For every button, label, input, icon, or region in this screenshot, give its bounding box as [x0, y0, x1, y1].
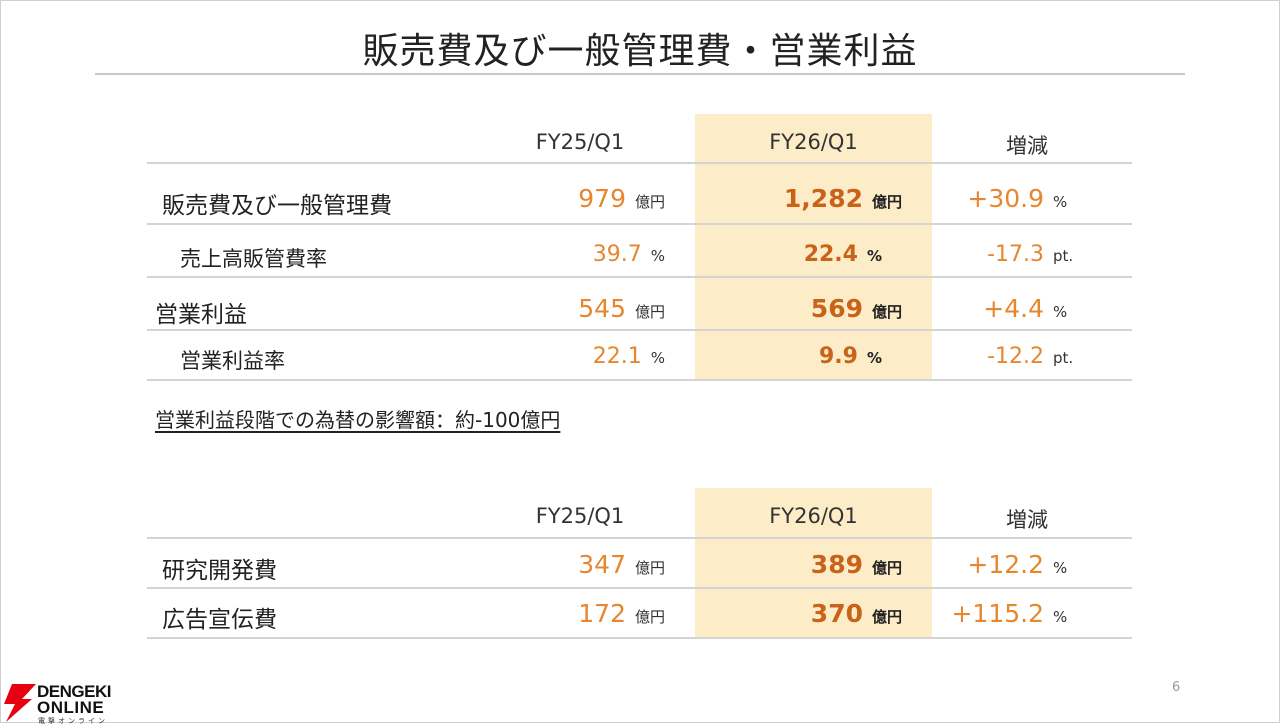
prev-cell: 545 億円: [578, 294, 665, 323]
row-divider: [147, 162, 1132, 164]
prev-value: 979: [578, 184, 626, 213]
change-value: +115.2: [951, 599, 1044, 628]
change-value: -17.3: [987, 242, 1044, 267]
row-label: 販売費及び一般管理費: [162, 193, 392, 219]
lightning-bolt-icon: [4, 684, 36, 722]
prev-unit: 億円: [634, 193, 665, 211]
table-row: 営業利益 545 億円 569 億円 +4.4%: [147, 278, 1132, 331]
row-label: 研究開発費: [162, 558, 277, 584]
slide-title: 販売費及び一般管理費・営業利益: [362, 31, 918, 72]
prev-unit: 億円: [634, 559, 665, 577]
row-label: 営業利益: [155, 302, 247, 328]
header-prev: FY25/Q1: [535, 130, 625, 154]
prev-unit: %: [650, 247, 665, 265]
current-quarter-highlight: [695, 488, 932, 637]
prev-cell: 22.1%: [593, 344, 665, 369]
curr-value: 22.4: [803, 242, 858, 267]
change-unit: %: [1053, 303, 1068, 321]
row-divider: [147, 537, 1132, 539]
curr-value: 569: [810, 294, 863, 323]
prev-cell: 347 億円: [578, 550, 665, 579]
change-value: +4.4: [983, 294, 1044, 323]
row-divider: [147, 329, 1132, 331]
curr-unit: 億円: [871, 559, 902, 577]
curr-cell: 9.9%: [819, 344, 882, 369]
table-header-row: FY25/Q1 FY26/Q1 増減: [147, 488, 1132, 539]
curr-cell: 1,282 億円: [784, 184, 902, 213]
prev-unit: 億円: [634, 608, 665, 626]
change-value: +12.2: [967, 550, 1044, 579]
prev-unit: 億円: [634, 303, 665, 321]
header-change: 増減: [1006, 508, 1048, 532]
change-cell: +115.2%: [951, 599, 1089, 628]
dengeki-online-watermark: DENGEKI ONLINE 電撃オンライン: [0, 682, 130, 725]
watermark-line-1: DENGEKI: [37, 682, 111, 701]
prev-value: 545: [578, 294, 626, 323]
curr-value: 9.9: [818, 344, 858, 369]
curr-cell: 22.4%: [804, 242, 882, 267]
change-unit: pt.: [1053, 247, 1074, 265]
change-cell: -17.3 pt.: [987, 242, 1089, 267]
header-curr: FY26/Q1: [769, 130, 858, 154]
curr-unit: %: [866, 247, 882, 265]
curr-unit: 億円: [871, 303, 902, 321]
title-divider: [95, 73, 1185, 75]
row-divider: [147, 379, 1132, 381]
current-quarter-highlight: [695, 114, 932, 379]
change-cell: +4.4%: [983, 294, 1089, 323]
prev-value: 172: [578, 599, 626, 628]
watermark-line-2: ONLINE: [37, 698, 105, 717]
curr-value: 1,282: [783, 184, 863, 213]
prev-value: 39.7: [592, 242, 642, 267]
change-value: -12.2: [987, 344, 1044, 369]
watermark-line-3: 電撃オンライン: [38, 717, 108, 725]
fx-impact-note: 営業利益段階での為替の影響額：約-100億円: [155, 408, 561, 432]
curr-unit: 億円: [871, 608, 902, 626]
change-cell: +30.9%: [967, 184, 1089, 213]
row-divider: [147, 276, 1132, 278]
prev-unit: %: [650, 349, 665, 367]
prev-value: 22.1: [592, 344, 642, 369]
row-label: 売上高販管費率: [180, 247, 327, 271]
table-header-row: FY25/Q1 FY26/Q1 増減: [147, 114, 1132, 164]
table-row: 売上高販管費率 39.7% 22.4% -17.3 pt.: [147, 225, 1132, 278]
change-cell: -12.2 pt.: [987, 344, 1089, 369]
header-curr: FY26/Q1: [769, 504, 858, 528]
prev-cell: 979 億円: [578, 184, 665, 213]
change-unit: pt.: [1053, 349, 1074, 367]
header-change: 増減: [1006, 134, 1048, 158]
curr-unit: %: [866, 349, 882, 367]
prev-cell: 172 億円: [578, 599, 665, 628]
row-divider: [147, 587, 1132, 589]
table-row: 広告宣伝費 172 億円 370 億円 +115.2%: [147, 589, 1132, 639]
page-number: 6: [1172, 680, 1181, 695]
curr-cell: 370 億円: [811, 599, 902, 628]
table-row: 販売費及び一般管理費 979 億円 1,282 億円 +30.9%: [147, 164, 1132, 225]
change-unit: %: [1053, 193, 1068, 211]
change-value: +30.9: [967, 184, 1044, 213]
change-cell: +12.2%: [967, 550, 1089, 579]
row-divider: [147, 637, 1132, 639]
curr-value: 370: [810, 599, 863, 628]
header-prev: FY25/Q1: [535, 504, 625, 528]
row-divider: [147, 223, 1132, 225]
curr-cell: 389 億円: [811, 550, 902, 579]
change-unit: %: [1053, 608, 1068, 626]
curr-unit: 億円: [871, 193, 902, 211]
row-label: 営業利益率: [180, 349, 285, 373]
change-unit: %: [1053, 559, 1068, 577]
curr-value: 389: [810, 550, 863, 579]
table-row: 研究開発費 347 億円 389 億円 +12.2%: [147, 539, 1132, 589]
prev-cell: 39.7%: [593, 242, 665, 267]
curr-cell: 569 億円: [811, 294, 902, 323]
table-row: 営業利益率 22.1% 9.9% -12.2 pt.: [147, 331, 1132, 381]
row-label: 広告宣伝費: [162, 607, 277, 633]
prev-value: 347: [578, 550, 626, 579]
